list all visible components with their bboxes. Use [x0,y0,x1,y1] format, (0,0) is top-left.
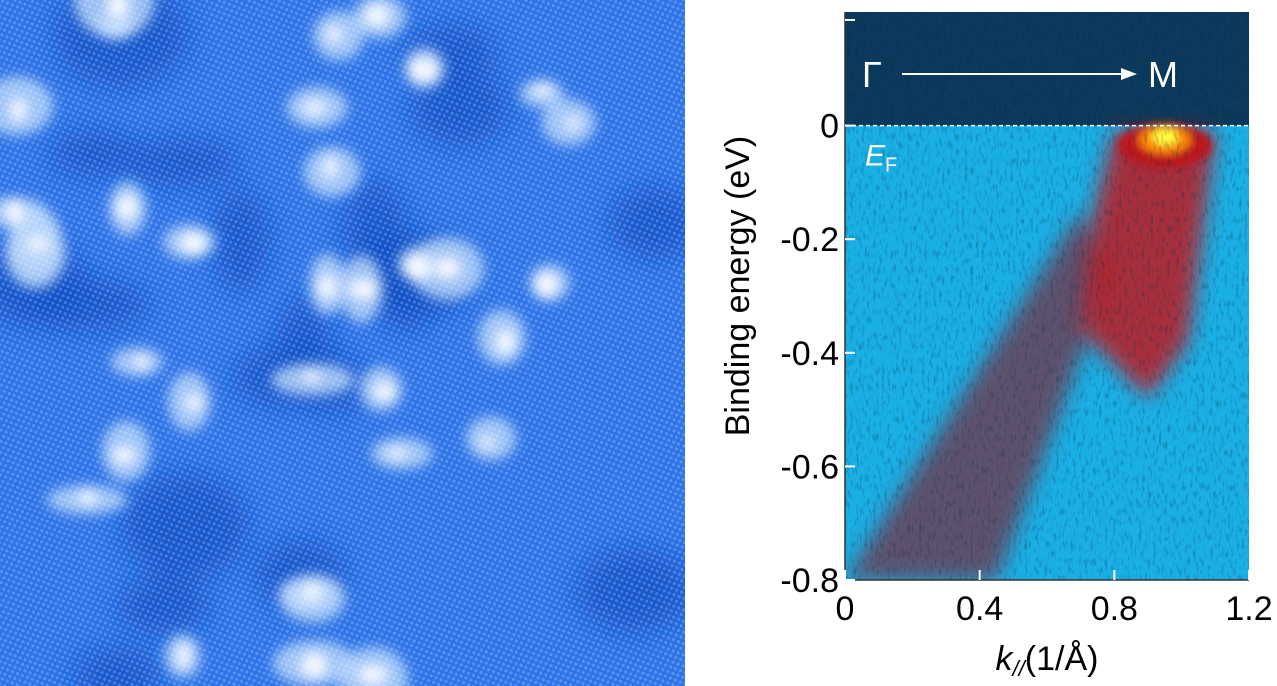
stm-atomic-lattice [0,0,685,686]
heatmap-noise [845,12,1249,580]
arpes-chart: EF Γ M 0 0.4 0.8 1.2 0 -0.2 -0.4 -0.6 -0.8 Bindi… [719,12,1273,681]
direction-arrow-head [1121,68,1137,80]
x-tick-label: 0.4 [956,590,1003,628]
stm-image [0,0,685,686]
x-tick-label: 0 [836,590,855,628]
m-point-label: M [1148,54,1178,95]
gamma-point-label: Γ [862,54,882,95]
x-tick-label: 0.8 [1091,590,1138,628]
y-tick-label: -0.2 [780,221,839,259]
heatmap-area [845,12,1249,580]
x-axis-title: k//(1/Å) [996,640,1099,681]
y-tick-label: -0.4 [780,335,839,373]
y-tick-label: 0 [820,108,839,146]
y-tick-label: -0.6 [780,448,839,486]
y-axis-title: Binding energy (eV) [719,136,757,437]
x-tick-label: 1.2 [1225,590,1272,628]
fermi-level-label: EF [865,140,897,177]
y-tick-label: -0.8 [780,562,839,600]
